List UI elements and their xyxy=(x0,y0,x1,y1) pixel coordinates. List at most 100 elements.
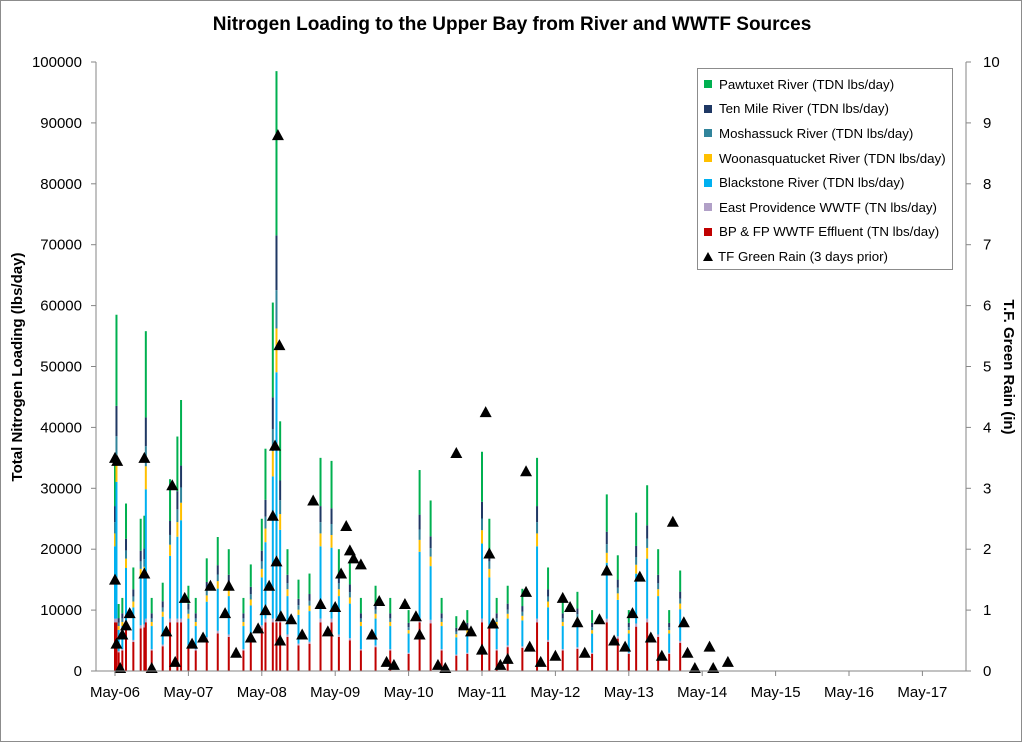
stacked-bar xyxy=(440,597,443,671)
chart-title: Nitrogen Loading to the Upper Bay from R… xyxy=(212,14,812,35)
bar-segment xyxy=(194,618,197,622)
rain-marker xyxy=(160,625,173,637)
stacked-bar xyxy=(455,616,458,671)
bar-segment xyxy=(132,589,135,597)
bar-segment xyxy=(576,608,579,614)
bar-segment xyxy=(429,619,432,624)
rain-marker xyxy=(222,579,235,591)
stacked-bar xyxy=(150,597,153,671)
bar-segment xyxy=(521,606,524,612)
legend-label: Ten Mile River (TDN lbs/day) xyxy=(719,101,889,117)
bar-segment xyxy=(176,618,179,623)
stacked-bar xyxy=(359,597,362,671)
rain-marker xyxy=(273,339,286,351)
bar-segment xyxy=(115,618,118,623)
bar-segment xyxy=(187,603,190,610)
rain-marker xyxy=(138,567,151,579)
y2-tick-label: 7 xyxy=(983,237,991,254)
stacked-bar xyxy=(481,451,483,671)
bar-segment xyxy=(194,649,197,651)
bar-segment xyxy=(561,626,564,650)
bar-segment xyxy=(330,535,333,548)
bar-segment xyxy=(359,618,362,622)
stacked-bar xyxy=(139,518,142,671)
rain-marker xyxy=(703,640,716,652)
stacked-bar xyxy=(125,503,128,671)
bar-segment xyxy=(264,622,267,671)
bar-segment xyxy=(319,533,322,547)
bar-segment xyxy=(121,618,124,622)
rain-marker xyxy=(274,634,287,646)
bar-segment xyxy=(536,533,539,547)
rain-marker xyxy=(483,547,496,559)
bar-segment xyxy=(591,622,594,628)
y2-tick-label: 5 xyxy=(983,359,991,376)
bar-segment xyxy=(481,451,483,502)
bar-segment xyxy=(646,525,649,539)
legend-swatch xyxy=(704,227,712,236)
bar-segment xyxy=(143,624,146,628)
stacked-bar xyxy=(627,610,630,671)
bar-segment xyxy=(125,624,128,671)
rain-marker xyxy=(266,509,279,521)
bar-segment xyxy=(143,575,146,625)
bar-segment xyxy=(389,597,392,614)
bar-segment xyxy=(359,597,362,614)
bar-segment xyxy=(216,565,219,575)
rain-marker xyxy=(571,616,584,628)
rain-marker xyxy=(263,579,276,591)
rain-marker xyxy=(633,570,646,582)
bar-segment xyxy=(616,587,619,594)
bar-segment xyxy=(668,622,671,628)
rain-marker xyxy=(655,649,668,661)
bar-segment xyxy=(249,564,252,587)
bar-segment xyxy=(455,627,458,632)
bar-segment xyxy=(297,579,300,599)
bar-segment xyxy=(440,613,443,619)
rain-marker xyxy=(354,558,367,570)
bar-segment xyxy=(359,649,362,651)
bar-segment xyxy=(297,614,300,644)
bar-segment xyxy=(521,615,524,621)
bar-segment xyxy=(440,649,443,651)
bar-segment xyxy=(176,491,179,510)
bar-segment xyxy=(115,405,118,437)
stacked-bar xyxy=(374,585,377,671)
bar-segment xyxy=(481,543,483,619)
bar-segment xyxy=(161,611,164,617)
bar-segment xyxy=(260,568,263,578)
bar-segment xyxy=(466,622,469,628)
rain-marker xyxy=(197,631,210,643)
bar-segment xyxy=(679,570,682,592)
stacked-bar xyxy=(488,518,491,671)
rain-marker xyxy=(186,637,199,649)
bar-segment xyxy=(547,607,550,640)
bar-segment xyxy=(275,328,278,373)
bar-segment xyxy=(132,639,135,643)
bar-segment xyxy=(547,589,550,597)
bar-segment xyxy=(242,618,245,622)
rain-marker xyxy=(296,628,309,640)
bars-layer xyxy=(114,71,682,671)
bar-segment xyxy=(407,622,410,628)
bar-segment xyxy=(616,579,619,588)
bar-segment xyxy=(319,506,322,523)
bar-segment xyxy=(635,556,638,565)
bar-segment xyxy=(169,544,172,556)
bar-segment xyxy=(337,574,340,584)
bar-segment xyxy=(297,609,300,615)
bar-segment xyxy=(536,546,539,619)
bar-segment xyxy=(348,640,351,671)
bar-segment xyxy=(279,622,282,671)
stacked-bar xyxy=(418,470,421,671)
bar-segment xyxy=(271,451,274,477)
legend-label: Moshassuck River (TDN lbs/day) xyxy=(719,125,914,141)
bar-segment xyxy=(150,618,153,622)
bar-segment xyxy=(176,622,179,671)
rain-marker xyxy=(219,607,232,619)
rain-marker xyxy=(270,555,283,567)
rain-marker xyxy=(166,479,179,491)
bar-segment xyxy=(576,647,579,649)
bar-segment xyxy=(440,626,443,650)
